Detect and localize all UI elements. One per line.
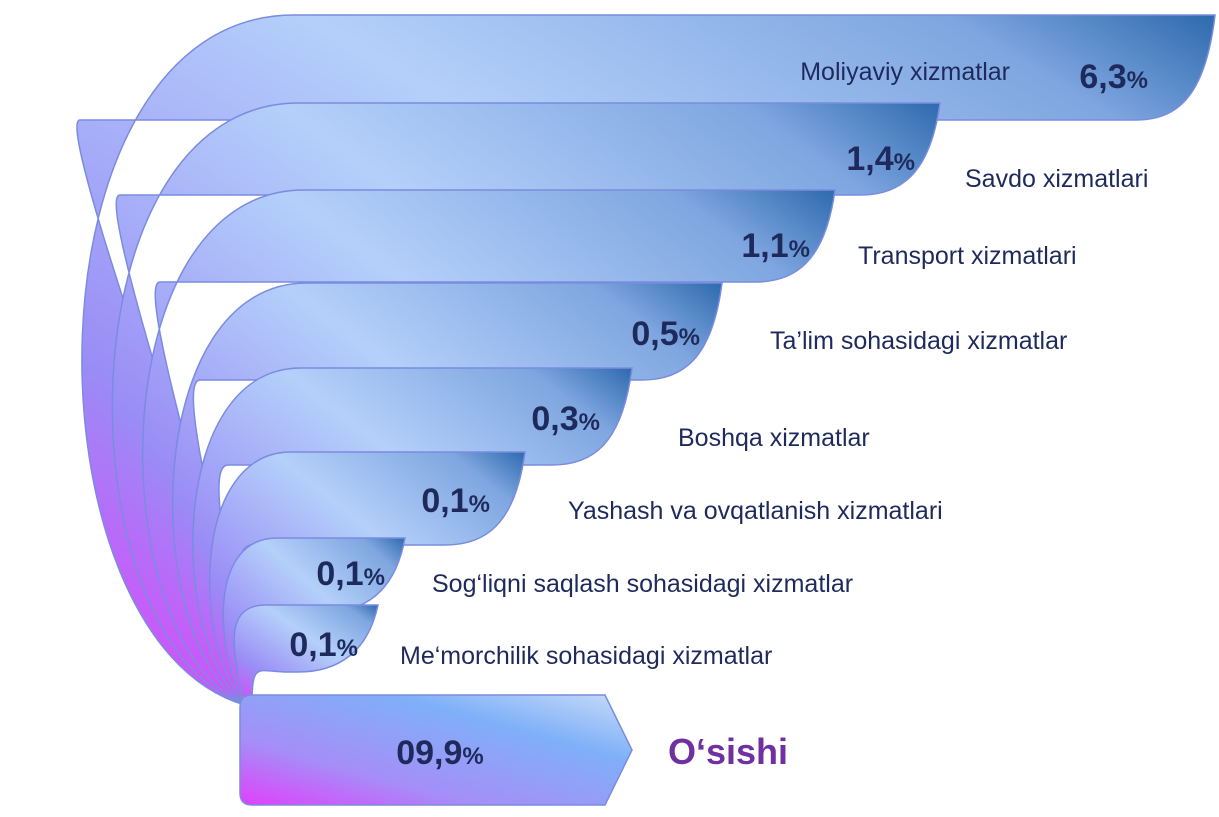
item-unit: % xyxy=(679,324,700,351)
band xyxy=(233,604,379,706)
item-value: 0,1% xyxy=(421,482,490,520)
item-number: 6,3 xyxy=(1079,58,1126,96)
total-box xyxy=(239,694,633,806)
item-unit: % xyxy=(579,409,600,436)
item-number: 0,3 xyxy=(531,400,578,438)
item-label: Me‘morchilik sohasidagi xizmatlar xyxy=(400,642,772,670)
item-value: 1,1% xyxy=(741,227,810,265)
item-unit: % xyxy=(894,149,915,176)
labels: 6,3% Moliyaviy xizmatlar 1,4% Savdo xizmatl… xyxy=(289,58,1148,670)
item-number: 1,4 xyxy=(846,140,893,178)
item-value: 6,3% xyxy=(1079,58,1148,96)
item-label: Ta’lim sohasidagi xizmatlar xyxy=(770,327,1067,355)
item-unit: % xyxy=(364,564,385,591)
item-number: 1,1 xyxy=(741,227,788,265)
total-unit: % xyxy=(462,743,483,770)
bands xyxy=(76,14,1216,706)
item-label: Moliyaviy xizmatlar xyxy=(800,58,1010,86)
item-value: 0,1% xyxy=(289,626,358,664)
item-number: 0,1 xyxy=(316,555,363,593)
total-value: 09,9% xyxy=(396,734,484,772)
item-label: Boshqa xizmatlar xyxy=(678,424,870,452)
item-label: Sog‘liqni saqlash sohasidagi xizmatlar xyxy=(432,570,853,598)
item-number: 0,5 xyxy=(631,315,678,353)
item-value: 0,3% xyxy=(531,400,600,438)
item-value: 1,4% xyxy=(846,140,915,178)
item-unit: % xyxy=(1127,67,1148,94)
item-unit: % xyxy=(469,491,490,518)
item-number: 0,1 xyxy=(421,482,468,520)
total-label: O‘sishi xyxy=(668,731,788,772)
item-unit: % xyxy=(789,236,810,263)
total-number: 09,9 xyxy=(396,734,462,772)
item-value: 0,1% xyxy=(316,555,385,593)
item-label: Yashash va ovqatlanish xizmatlari xyxy=(568,497,943,525)
item-label: Savdo xizmatlari xyxy=(965,165,1148,193)
item-unit: % xyxy=(337,635,358,662)
item-label: Transport xizmatlari xyxy=(858,242,1077,270)
item-value: 0,5% xyxy=(631,315,700,353)
item-number: 0,1 xyxy=(289,626,336,664)
